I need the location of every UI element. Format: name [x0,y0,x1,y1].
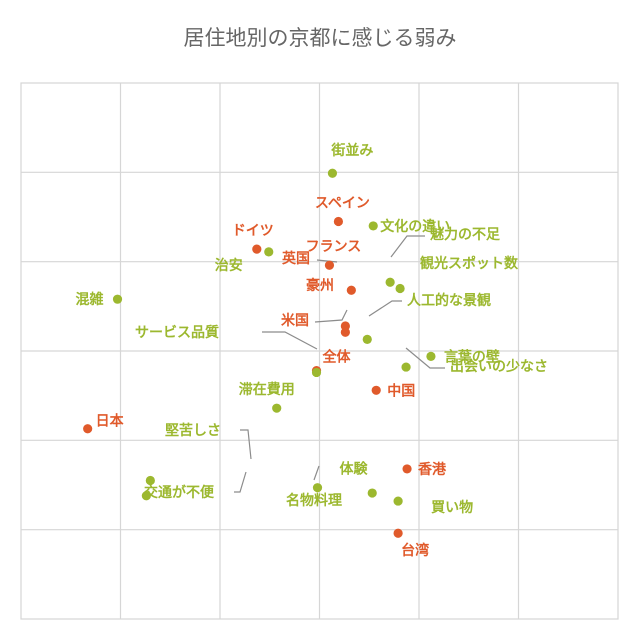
data-points [83,168,436,538]
leader-line [405,347,445,369]
point-label: 日本 [96,413,125,430]
point-label: ドイツ [232,223,274,239]
point-label: 言葉の壁 [444,348,500,365]
leader-line [313,465,320,481]
point-label: 交通が不便 [144,484,215,501]
data-point-attribute [112,294,123,304]
data-point-country [393,528,403,538]
point-label: 体験 [340,461,369,478]
data-point-country [340,327,350,337]
point-label: 文化の違い [380,218,450,235]
point-label: 買い物 [431,499,473,516]
leader-line [390,235,425,258]
point-label: 治安 [215,257,243,274]
point-label: 豪州 [306,277,334,294]
data-point-attribute [368,221,378,231]
data-point-attribute [145,475,155,486]
data-point-country [402,464,412,474]
point-label: 全体 [322,349,352,366]
point-label: 米国 [281,312,309,329]
data-point-attribute [311,367,322,378]
leader-lines [234,235,445,493]
chart-title: 居住地別の京都に感じる弱み [184,26,457,50]
data-point-attribute [327,168,338,178]
point-label: 英国 [281,250,310,267]
point-label: 混雑 [76,291,104,308]
grid [20,82,619,620]
data-point-attribute [401,362,411,372]
data-point-country [371,385,381,395]
data-point-attribute [141,491,151,501]
data-point-attribute [426,351,436,361]
data-point-attribute [312,483,323,493]
data-point-attribute [362,334,372,344]
point-label: スペイン [315,195,370,211]
leader-line [314,309,348,323]
point-label: 中国 [387,382,415,399]
point-label: 魅力の不足 [430,226,501,243]
point-label: 台湾 [401,542,429,559]
data-point-attribute [395,283,405,294]
point-label: 堅苦しさ [165,422,221,439]
leader-line [368,300,402,317]
data-point-attribute [264,247,274,257]
point-label: 滞在費用 [239,381,295,398]
point-label: サービス品質 [135,324,219,341]
leader-line [316,259,338,263]
point-label: 出会いの少なさ [450,358,548,375]
point-label: 街並み [330,142,373,159]
leader-line [240,429,252,460]
point-label: 人工的な景観 [407,292,491,309]
data-point-country [83,424,93,434]
point-label: 名物料理 [286,492,342,509]
data-point-attribute [393,496,403,506]
point-label: 観光スポット数 [420,255,519,272]
data-point-attribute [272,403,282,413]
leader-line [234,471,247,493]
data-point-country [346,285,356,295]
data-point-country [252,244,262,254]
data-point-country [333,216,344,227]
point-label: 香港 [417,461,447,478]
data-point-attribute [367,488,377,498]
point-label: フランス [306,239,362,255]
data-point-country [324,260,335,270]
data-point-attribute [385,277,395,287]
leader-line [262,331,318,350]
